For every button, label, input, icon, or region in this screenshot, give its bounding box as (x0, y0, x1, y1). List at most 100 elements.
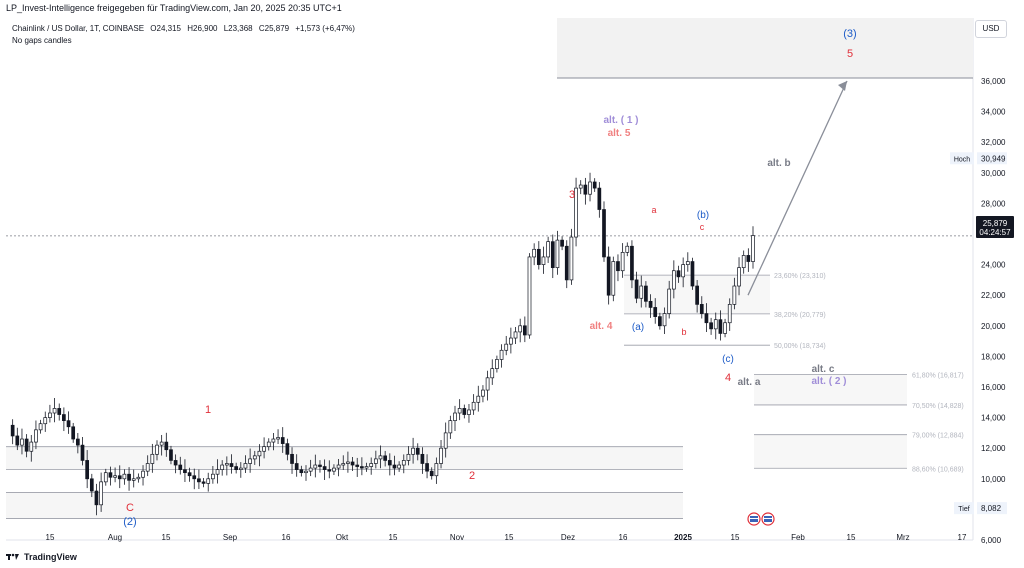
candle-body-2 (15, 435, 20, 446)
brand-name: TradingView (24, 552, 77, 562)
candle-body-143 (671, 270, 676, 290)
candle-body-103 (485, 377, 490, 391)
candle-body-86 (406, 453, 411, 461)
candle-body-46 (220, 464, 225, 470)
wave-label-20: (2) (123, 516, 136, 528)
candle-body-26 (127, 473, 131, 481)
candle-body-42 (201, 481, 206, 484)
chart-header-title: LP_Invest-Intelligence freigegeben für T… (6, 3, 342, 13)
candle-body-10 (52, 408, 57, 414)
candle-body-74 (350, 461, 355, 466)
wave-label-18: 2 (469, 470, 475, 482)
candle-body-97 (457, 408, 462, 414)
wave-label-15: alt. c (812, 364, 835, 375)
wave-label-9: alt. 4 (590, 321, 613, 332)
candle-body-118 (555, 239, 560, 269)
candle-body-35 (169, 449, 173, 461)
candle-body-159 (746, 255, 751, 262)
candle-body-4 (24, 438, 29, 452)
candle-body-33 (159, 441, 164, 446)
open-value: O24,315 (150, 24, 181, 33)
candle-body-38 (183, 469, 187, 474)
candle-body-153 (718, 319, 723, 334)
candle-body-147 (690, 261, 695, 287)
candle-body-96 (453, 412, 457, 422)
candle-body-123 (578, 184, 583, 189)
candle-body-89 (420, 453, 425, 464)
wave-label-7: c (700, 222, 705, 232)
high-label-bg (950, 152, 974, 165)
us-event-flag-icon (764, 518, 772, 519)
candle-body-28 (136, 476, 141, 480)
change-value: +1,573 (+6,47%) (295, 24, 355, 33)
candle-body-25 (122, 473, 127, 480)
candle-body-43 (206, 478, 211, 484)
candle-body-80 (378, 455, 383, 460)
currency-button[interactable]: USD (975, 20, 1007, 38)
candle-body-78 (369, 463, 374, 467)
wave-label-13: 4 (725, 372, 731, 384)
candle-body-155 (727, 304, 732, 324)
wave-label-1: 5 (847, 48, 853, 60)
candle-countdown: 04:24:57 (979, 228, 1011, 237)
candle-body-12 (62, 414, 66, 422)
candle-body-157 (737, 267, 741, 287)
fib-label-0: 23,60% (23,310) (774, 273, 826, 280)
y-tick-label: 28,000 (981, 199, 1006, 208)
candle-body-30 (145, 463, 150, 472)
candle-body-67 (318, 464, 322, 467)
high-value-bg (977, 152, 1007, 165)
x-tick-label-5: Okt (336, 533, 349, 542)
candle-body-54 (257, 450, 262, 457)
candle-body-104 (490, 368, 495, 379)
fib-label-5: 79,00% (12,884) (912, 433, 964, 440)
symbol-name[interactable]: Chainlink / US Dollar, 1T, COINBASE (12, 24, 145, 33)
candle-body-91 (429, 470, 434, 477)
candle-body-107 (504, 343, 509, 351)
candle-body-76 (360, 466, 364, 469)
y-tick-label: 16,000 (981, 383, 1006, 392)
candle-body-79 (373, 458, 378, 464)
candle-body-129 (606, 256, 611, 296)
candle-body-100 (471, 401, 476, 411)
candle-body-110 (518, 325, 523, 333)
candle-body-109 (513, 331, 518, 339)
x-tick-label-15: Mrz (896, 533, 909, 542)
candle-body-105 (495, 359, 499, 369)
y-tick-label: 20,000 (981, 322, 1006, 331)
candle-body-69 (327, 469, 332, 472)
candle-body-73 (346, 461, 350, 464)
current-price-value: 25,879 (983, 219, 1008, 228)
candle-body-106 (499, 349, 504, 360)
candle-body-16 (80, 444, 85, 461)
fib-label-3: 61,80% (16,817) (912, 372, 964, 379)
candle-body-24 (117, 475, 122, 480)
wave-label-16: alt. ( 2 ) (811, 376, 846, 387)
candle-body-88 (415, 447, 420, 455)
y-tick-label: 32,000 (981, 138, 1006, 147)
y-tick-label: 36,000 (981, 77, 1006, 86)
candle-body-152 (713, 319, 718, 330)
candle-body-55 (262, 446, 266, 452)
wave-label-11: b (681, 327, 686, 337)
candle-body-56 (266, 441, 271, 448)
candle-body-14 (71, 426, 76, 440)
us-event-flag-icon (750, 518, 758, 519)
candle-body-37 (178, 464, 183, 470)
x-tick-label-1: Aug (108, 533, 122, 542)
support-zone-2 (6, 492, 683, 519)
candle-body-133 (625, 245, 630, 253)
candle-body-139 (653, 307, 658, 317)
x-tick-label-4: 16 (282, 533, 291, 542)
candle-body-77 (364, 466, 369, 469)
candle-body-21 (103, 472, 108, 483)
y-tick-label: 22,000 (981, 291, 1006, 300)
candle-body-31 (150, 453, 155, 464)
wave-label-0: (3) (843, 28, 856, 40)
candle-body-60 (285, 443, 290, 455)
candle-body-5 (29, 441, 34, 452)
candle-body-7 (38, 423, 43, 431)
wave-label-2: alt. ( 1 ) (603, 115, 638, 126)
candle-body-142 (667, 288, 672, 314)
